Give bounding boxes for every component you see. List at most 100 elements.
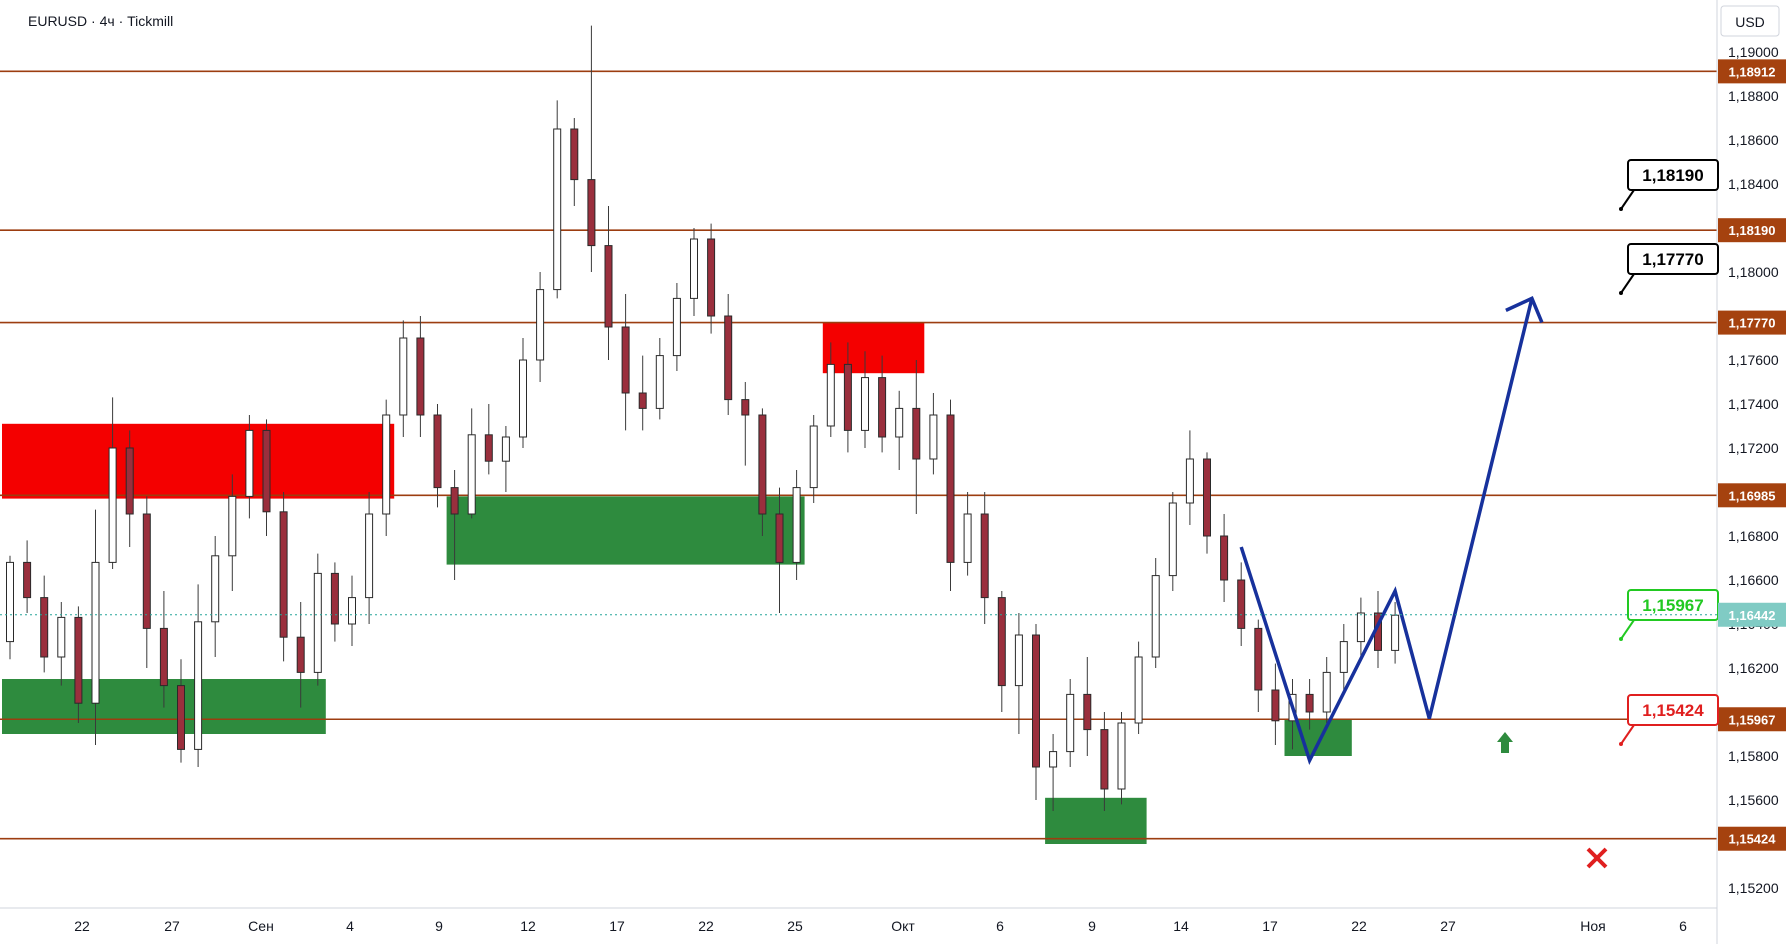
bullish-candle [895, 407, 904, 438]
bullish-candle [382, 414, 391, 515]
bearish-candle [433, 414, 442, 489]
bearish-candle [1032, 634, 1040, 768]
time-tick-label: Окт [891, 918, 915, 934]
bearish-candle [1254, 627, 1263, 691]
price-tick-label: 1,17600 [1728, 352, 1779, 368]
levels-layer [0, 70, 1717, 840]
time-axis[interactable]: 22 27 Сен 4 9 12 17 22 25 Окт 6 9 14 17 22 27 Ноя 6 [74, 918, 1687, 934]
demand-zone [1045, 797, 1147, 844]
bearish-candle [1220, 535, 1229, 581]
currency-button[interactable] [1720, 5, 1780, 37]
bearish-candle [621, 326, 630, 394]
bearish-candle [878, 377, 887, 438]
time-tick-label: 25 [787, 918, 803, 934]
level-price-marker [1718, 707, 1786, 732]
level-price-label: 1,15424 [1729, 832, 1777, 847]
bullish-candle [963, 513, 972, 563]
bullish-candle [194, 621, 203, 750]
bearish-candle [1083, 693, 1092, 731]
price-callout-anchor [1619, 291, 1623, 295]
symbol-label: EURUSD [28, 13, 87, 29]
bullish-candle [861, 377, 869, 431]
time-tick-label: 17 [1262, 918, 1278, 934]
bearish-candle [741, 399, 750, 416]
price-tick-label: 1,16800 [1728, 528, 1779, 544]
price-tick-label: 1,17400 [1728, 396, 1779, 412]
bullish-candle [1168, 502, 1177, 577]
price-tick-label: 1,18400 [1728, 176, 1779, 192]
bullish-candle [672, 297, 681, 357]
price-callout-label: 1,15967 [1642, 596, 1703, 615]
bearish-candle [1305, 693, 1314, 713]
bearish-candle [74, 616, 83, 704]
broker-label: Tickmill [127, 13, 173, 29]
bullish-candle [536, 289, 545, 361]
bearish-candle [724, 315, 733, 401]
time-tick-label: 22 [1351, 918, 1367, 934]
bullish-candle [1322, 671, 1331, 713]
bearish-candle [142, 513, 151, 629]
time-tick-label: 9 [435, 918, 443, 934]
demand-zone [1284, 718, 1352, 756]
bearish-candle [450, 487, 459, 515]
bullish-candle [108, 447, 117, 563]
chart-header: EURUSD · 4ч · Tickmill [28, 13, 173, 29]
time-tick-label: 9 [1088, 918, 1096, 934]
bullish-candle [655, 355, 664, 409]
bullish-candle [228, 495, 237, 557]
supply-zone [822, 322, 925, 374]
bearish-candle [775, 513, 784, 563]
price-tick-label: 1,15200 [1728, 880, 1779, 896]
bullish-candle [467, 434, 476, 515]
bearish-candle [159, 627, 168, 687]
bullish-candle [929, 414, 938, 460]
supply-zone [2, 423, 395, 499]
price-callout-box [1627, 159, 1719, 191]
bullish-candle [690, 238, 698, 299]
time-tick-label: 22 [74, 918, 90, 934]
bullish-candle [1391, 614, 1400, 651]
timeframe-label: 4ч [100, 13, 115, 29]
bearish-candle [262, 429, 271, 513]
bearish-candle [296, 636, 305, 673]
time-tick-label: 27 [1440, 918, 1456, 934]
bullish-candle [91, 561, 100, 704]
bullish-candle [1185, 458, 1194, 504]
time-tick-label: 6 [1679, 918, 1687, 934]
bearish-candle [125, 447, 134, 515]
price-callout-anchor [1619, 637, 1623, 641]
bearish-candle [638, 392, 647, 409]
bearish-candle [177, 685, 185, 750]
bullish-candle [519, 359, 527, 438]
price-callout-pointer [1620, 273, 1635, 294]
bearish-candle [707, 238, 716, 317]
header-sep: · [91, 13, 100, 29]
bearish-candle [843, 363, 852, 431]
bullish-candle [792, 487, 801, 563]
bullish-candle [57, 616, 66, 658]
bearish-candle [23, 561, 32, 599]
bearish-candle [416, 337, 425, 416]
price-tick-label: 1,18800 [1728, 88, 1779, 104]
stop-cross-icon [1586, 847, 1608, 869]
bearish-candle [279, 511, 288, 638]
price-tick-label: 1,18600 [1728, 132, 1779, 148]
forecast-path [1239, 297, 1534, 766]
time-tick-label: 22 [698, 918, 714, 934]
price-callouts: 1,18190 1,17770 1,15967 1,15424 [1619, 159, 1719, 746]
bullish-candle [1151, 575, 1160, 658]
bearish-candle [587, 179, 596, 247]
bearish-candle [758, 414, 767, 515]
bullish-candle [1134, 656, 1143, 724]
bullish-candle [211, 555, 220, 623]
bullish-candle [1014, 634, 1023, 687]
bearish-candle [980, 513, 989, 599]
time-tick-label: 27 [164, 918, 180, 934]
time-tick-label: 4 [346, 918, 354, 934]
bearish-candle [570, 128, 579, 181]
bearish-candle [604, 245, 613, 328]
bearish-candle [997, 597, 1006, 687]
time-tick-label: 6 [996, 918, 1004, 934]
level-price-marker [1718, 310, 1786, 335]
